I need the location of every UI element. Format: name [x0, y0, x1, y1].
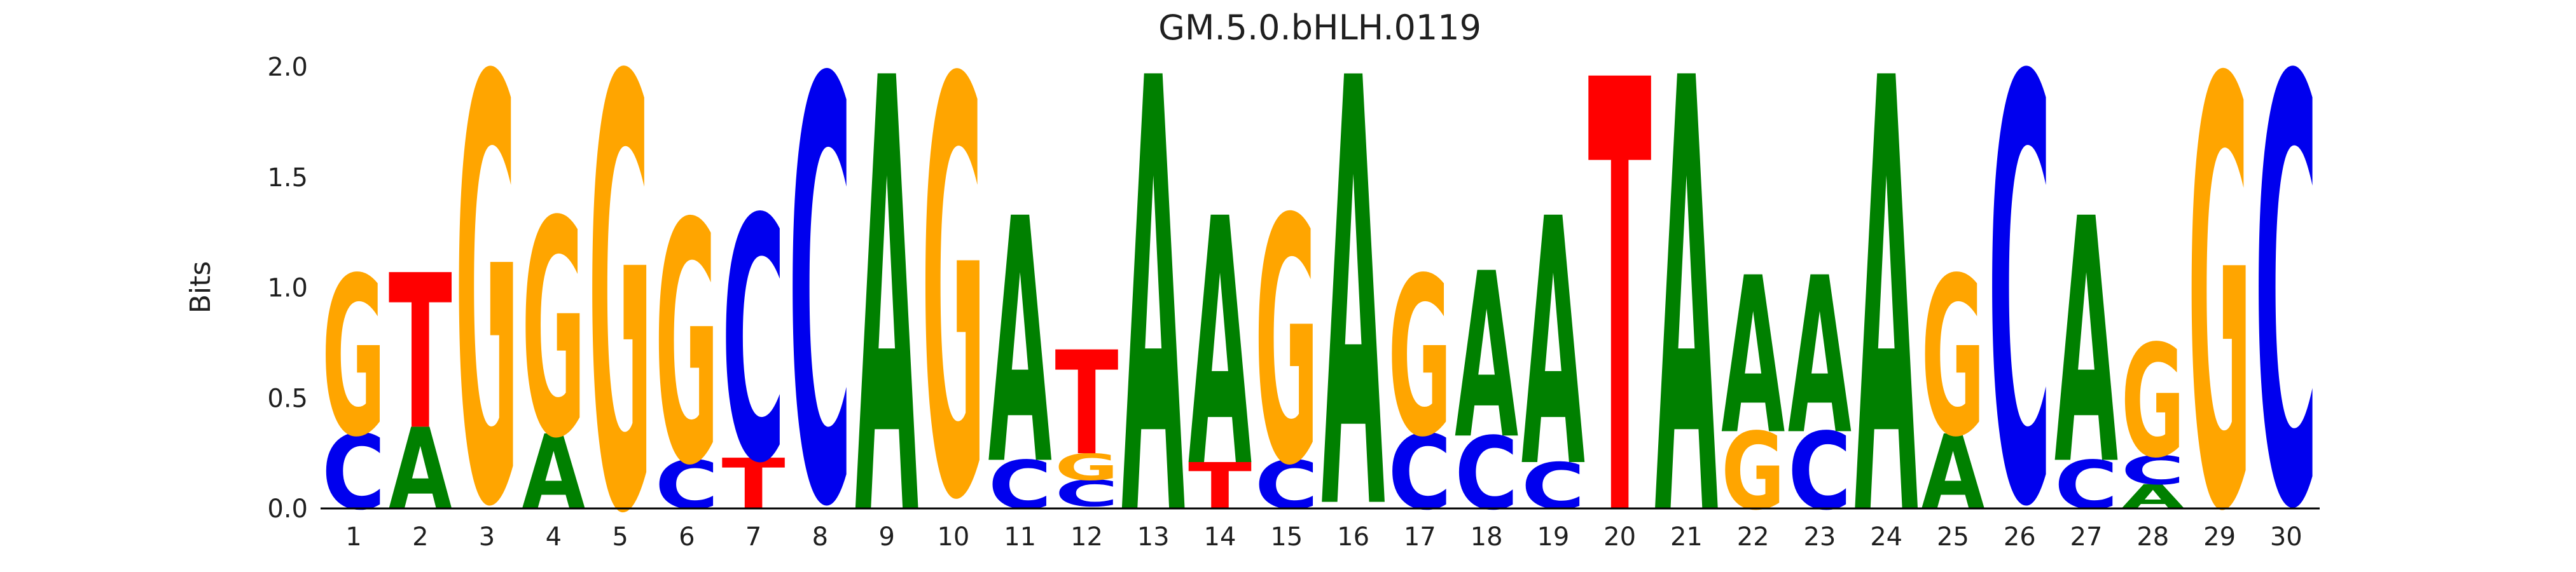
x-tick-label: 26 [2004, 522, 2036, 552]
logo-letter-A-pos-21: A [1654, 0, 1719, 572]
x-tick-label: 16 [1337, 522, 1369, 552]
logo-letter-G-pos-3: G [455, 0, 519, 572]
x-tick-label: 15 [1270, 522, 1303, 552]
y-tick-label: 2.0 [267, 53, 308, 82]
logo-letter-A-pos-2: A [389, 404, 452, 535]
logo-letter-G-pos-12: G [1055, 446, 1119, 489]
x-tick-labels: 1 2 3 4 5 6 7 8 9 10 11 12 13 14 15 16 17 18 19 20 21 22 23 24 2… [345, 522, 2302, 552]
y-tick-label: 0.0 [267, 494, 308, 524]
logo-letter-G-pos-4: G [522, 158, 585, 504]
x-tick-label: 8 [812, 522, 828, 552]
x-tick-label: 6 [679, 522, 695, 552]
x-tick-label: 10 [937, 522, 969, 552]
logo-letter-G-pos-6: G [655, 154, 719, 538]
x-tick-label: 11 [1004, 522, 1036, 552]
logo-letter-A-pos-9: A [855, 0, 919, 572]
x-tick-label: 14 [1204, 522, 1236, 552]
x-tick-label: 9 [878, 522, 894, 552]
logo-letter-A-pos-24: A [1855, 0, 1919, 572]
y-tick-label: 1.5 [267, 163, 308, 193]
x-tick-label: 13 [1137, 522, 1170, 552]
logo-letter-C-pos-7: C [722, 149, 786, 537]
logo-letter-C-pos-8: C [788, 0, 852, 572]
logo-letter-C-pos-27: C [2054, 447, 2118, 525]
logo-letter-C-pos-1: C [322, 413, 385, 533]
y-tick-label: 0.5 [267, 384, 308, 413]
logo-letter-A-pos-14: A [1188, 147, 1252, 543]
logo-letter-A-pos-11: A [988, 148, 1053, 540]
logo-letter-A-pos-25: A [1922, 413, 1985, 533]
logo-letter-T-pos-12: T [1055, 321, 1119, 487]
x-tick-label: 29 [2203, 522, 2236, 552]
logo-letter-A-pos-16: A [1322, 0, 1386, 572]
x-tick-label: 27 [2070, 522, 2103, 552]
logo-letter-A-pos-22: A [1721, 231, 1785, 482]
logo-letter-A-pos-23: A [1788, 231, 1852, 482]
x-tick-label: 23 [1803, 522, 1836, 552]
logo-letter-C-pos-11: C [988, 447, 1052, 525]
logo-letter-T-pos-20: T [1588, 0, 1652, 572]
x-tick-label: 7 [745, 522, 761, 552]
logo-letter-A-pos-4: A [522, 413, 585, 533]
logo-letter-A-pos-19: A [1521, 147, 1586, 543]
x-tick-label: 22 [1737, 522, 1769, 552]
x-tick-label: 21 [1670, 522, 1703, 552]
logo-letter-T-pos-7: T [722, 444, 786, 525]
x-tick-label: 19 [1537, 522, 1569, 552]
logo-letter-G-pos-15: G [1255, 148, 1319, 540]
logo-letter-T-pos-2: T [389, 231, 452, 478]
logo-letter-G-pos-10: G [922, 0, 985, 572]
x-tick-label: 2 [412, 522, 428, 552]
logo-letter-C-pos-6: C [655, 447, 719, 525]
x-tick-label: 24 [1870, 522, 1902, 552]
logo-letter-G-pos-5: G [588, 0, 652, 572]
x-tick-label: 5 [612, 522, 628, 552]
logo-letter-G-pos-29: G [2188, 0, 2252, 572]
logo-letter-G-pos-1: G [322, 231, 385, 486]
logo-letter-A-pos-18: A [1455, 224, 1519, 489]
logo-letter-C-pos-15: C [1255, 447, 1319, 525]
chart-title: GM.5.0.bHLH.0119 [1158, 8, 1481, 48]
logo-letter-C-pos-19: C [1521, 449, 1585, 524]
logo-letter-A-pos-28: A [2121, 477, 2185, 516]
logo-letter-A-pos-13: A [1121, 0, 1186, 572]
y-axis-label: Bits [184, 261, 217, 314]
logo-letter-C-pos-26: C [1988, 0, 2051, 572]
x-tick-label: 20 [1603, 522, 1636, 552]
y-tick-label: 1.0 [267, 274, 308, 303]
x-tick-label: 1 [345, 522, 361, 552]
logo-letter-G-pos-22: G [1721, 411, 1785, 534]
logo-letter-C-pos-30: C [2254, 0, 2318, 572]
logo-letter-G-pos-17: G [1388, 231, 1451, 486]
x-tick-label: 17 [1404, 522, 1436, 552]
x-tick-label: 30 [2270, 522, 2302, 552]
x-tick-label: 25 [1937, 522, 1969, 552]
logo-letter-C-pos-28: C [2121, 447, 2185, 493]
x-tick-label: 4 [546, 522, 562, 552]
logo-letters: CG AT G AG G CG TC C A G CA CGT A TA CG A CG CA CA T A GA CA A A… [322, 0, 2318, 572]
logo-letter-C-pos-17: C [1388, 413, 1451, 533]
logo-letter-G-pos-28: G [2121, 311, 2185, 492]
x-tick-label: 12 [1070, 522, 1103, 552]
logo-letter-T-pos-14: T [1188, 449, 1252, 524]
logo-letter-C-pos-18: C [1455, 417, 1518, 533]
y-tick-labels: 0.0 0.5 1.0 1.5 2.0 [267, 53, 308, 524]
x-tick-label: 28 [2136, 522, 2169, 552]
logo-letter-G-pos-25: G [1922, 231, 1985, 486]
logo-letter-A-pos-27: A [2054, 148, 2119, 540]
x-tick-label: 3 [479, 522, 495, 552]
logo-letter-C-pos-23: C [1788, 411, 1852, 534]
x-tick-label: 18 [1471, 522, 1503, 552]
